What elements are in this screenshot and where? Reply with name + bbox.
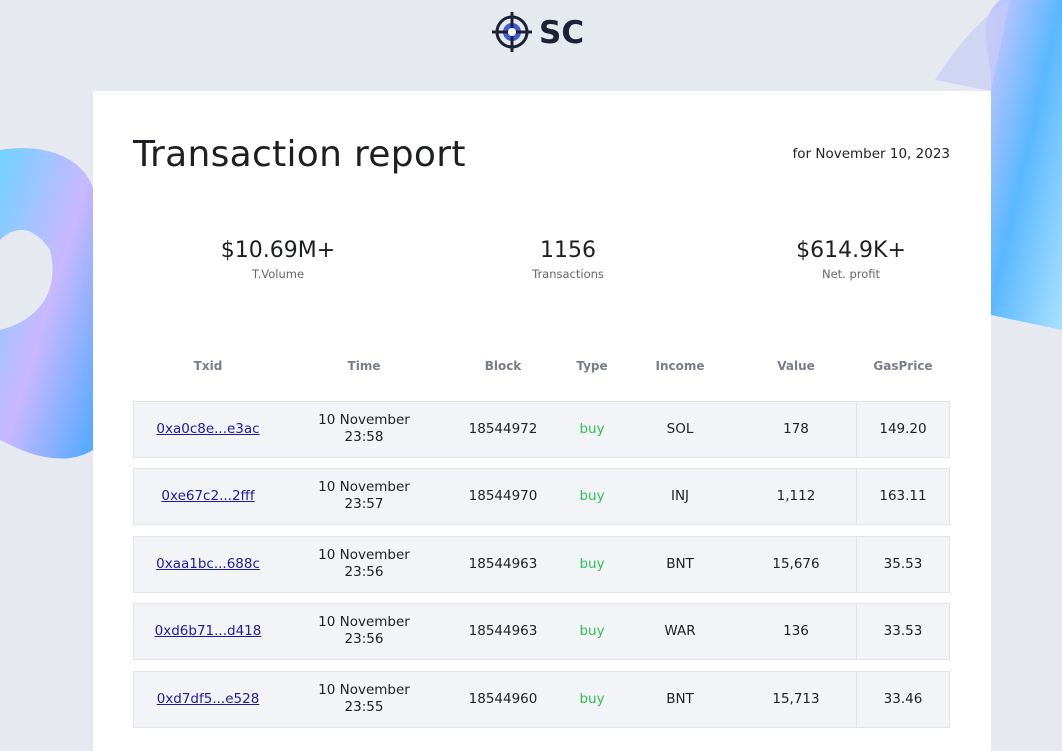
table-row xyxy=(133,671,950,728)
txid-link[interactable]: 0xd6b71...d418 xyxy=(154,623,262,639)
column-header: Block xyxy=(484,359,522,373)
type: buy xyxy=(579,421,605,437)
gas-price: 33.53 xyxy=(883,623,923,639)
block: 18544970 xyxy=(468,488,538,504)
right-facet xyxy=(935,0,1010,91)
type: buy xyxy=(579,556,605,572)
stat-label: Transactions xyxy=(532,267,604,281)
tx-date: 10 November xyxy=(318,479,410,495)
block: 18544960 xyxy=(468,691,538,707)
row-divider xyxy=(856,468,857,525)
income: INJ xyxy=(670,488,690,504)
tx-time: 23:58 xyxy=(344,429,384,445)
value: 15,713 xyxy=(772,691,820,707)
income: SOL xyxy=(666,421,694,437)
tx-date: 10 November xyxy=(318,614,410,630)
txid-link[interactable]: 0xaa1bc...688c xyxy=(156,556,260,572)
table-row xyxy=(133,536,950,593)
logo-icon xyxy=(492,12,532,52)
row-divider xyxy=(856,536,857,593)
gas-price: 149.20 xyxy=(879,421,927,437)
gas-price: 35.53 xyxy=(883,556,923,572)
column-header: GasPrice xyxy=(873,359,933,373)
row-divider xyxy=(856,603,857,660)
type: buy xyxy=(579,623,605,639)
column-header: Time xyxy=(347,359,381,373)
title: Transaction report xyxy=(133,134,466,175)
value: 178 xyxy=(783,421,809,437)
row-divider xyxy=(856,671,857,728)
stat-value: $614.9K+ xyxy=(796,238,906,263)
value: 1,112 xyxy=(776,488,816,504)
table-row xyxy=(133,401,950,458)
column-header: Income xyxy=(655,359,705,373)
column-header: Type xyxy=(576,359,608,373)
report-date: for November 10, 2023 xyxy=(792,146,951,162)
tx-time: 23:55 xyxy=(344,699,384,715)
tx-time: 23:56 xyxy=(344,564,384,580)
income: BNT xyxy=(666,691,694,707)
stat-label: T.Volume xyxy=(251,267,305,281)
block: 18544963 xyxy=(468,556,538,572)
gas-price: 33.46 xyxy=(883,691,923,707)
row-divider xyxy=(856,401,857,458)
table-row xyxy=(133,468,950,525)
right-shape xyxy=(985,0,1062,330)
logo-text: SC xyxy=(539,15,584,51)
income: BNT xyxy=(666,556,694,572)
type: buy xyxy=(579,691,605,707)
value: 15,676 xyxy=(772,556,820,572)
txid-link[interactable]: 0xe67c2...2fff xyxy=(161,488,255,504)
column-header: Txid xyxy=(193,359,223,373)
table-row xyxy=(133,603,950,660)
stat-value: $10.69M+ xyxy=(220,238,336,263)
left-shape xyxy=(0,148,97,459)
type: buy xyxy=(579,488,605,504)
column-header: Value xyxy=(777,359,815,373)
gas-price: 163.11 xyxy=(879,488,927,504)
stat-value: 1156 xyxy=(540,238,596,263)
income: WAR xyxy=(664,623,696,639)
value: 136 xyxy=(783,623,809,639)
stat-label: Net. profit xyxy=(821,267,881,281)
tx-date: 10 November xyxy=(318,547,410,563)
tx-date: 10 November xyxy=(318,412,410,428)
tx-time: 23:57 xyxy=(344,496,384,512)
txid-link[interactable]: 0xa0c8e...e3ac xyxy=(156,421,260,437)
tx-date: 10 November xyxy=(318,682,410,698)
tx-time: 23:56 xyxy=(344,631,384,647)
txid-link[interactable]: 0xd7df5...e528 xyxy=(156,691,260,707)
block: 18544963 xyxy=(468,623,538,639)
block: 18544972 xyxy=(468,421,538,437)
